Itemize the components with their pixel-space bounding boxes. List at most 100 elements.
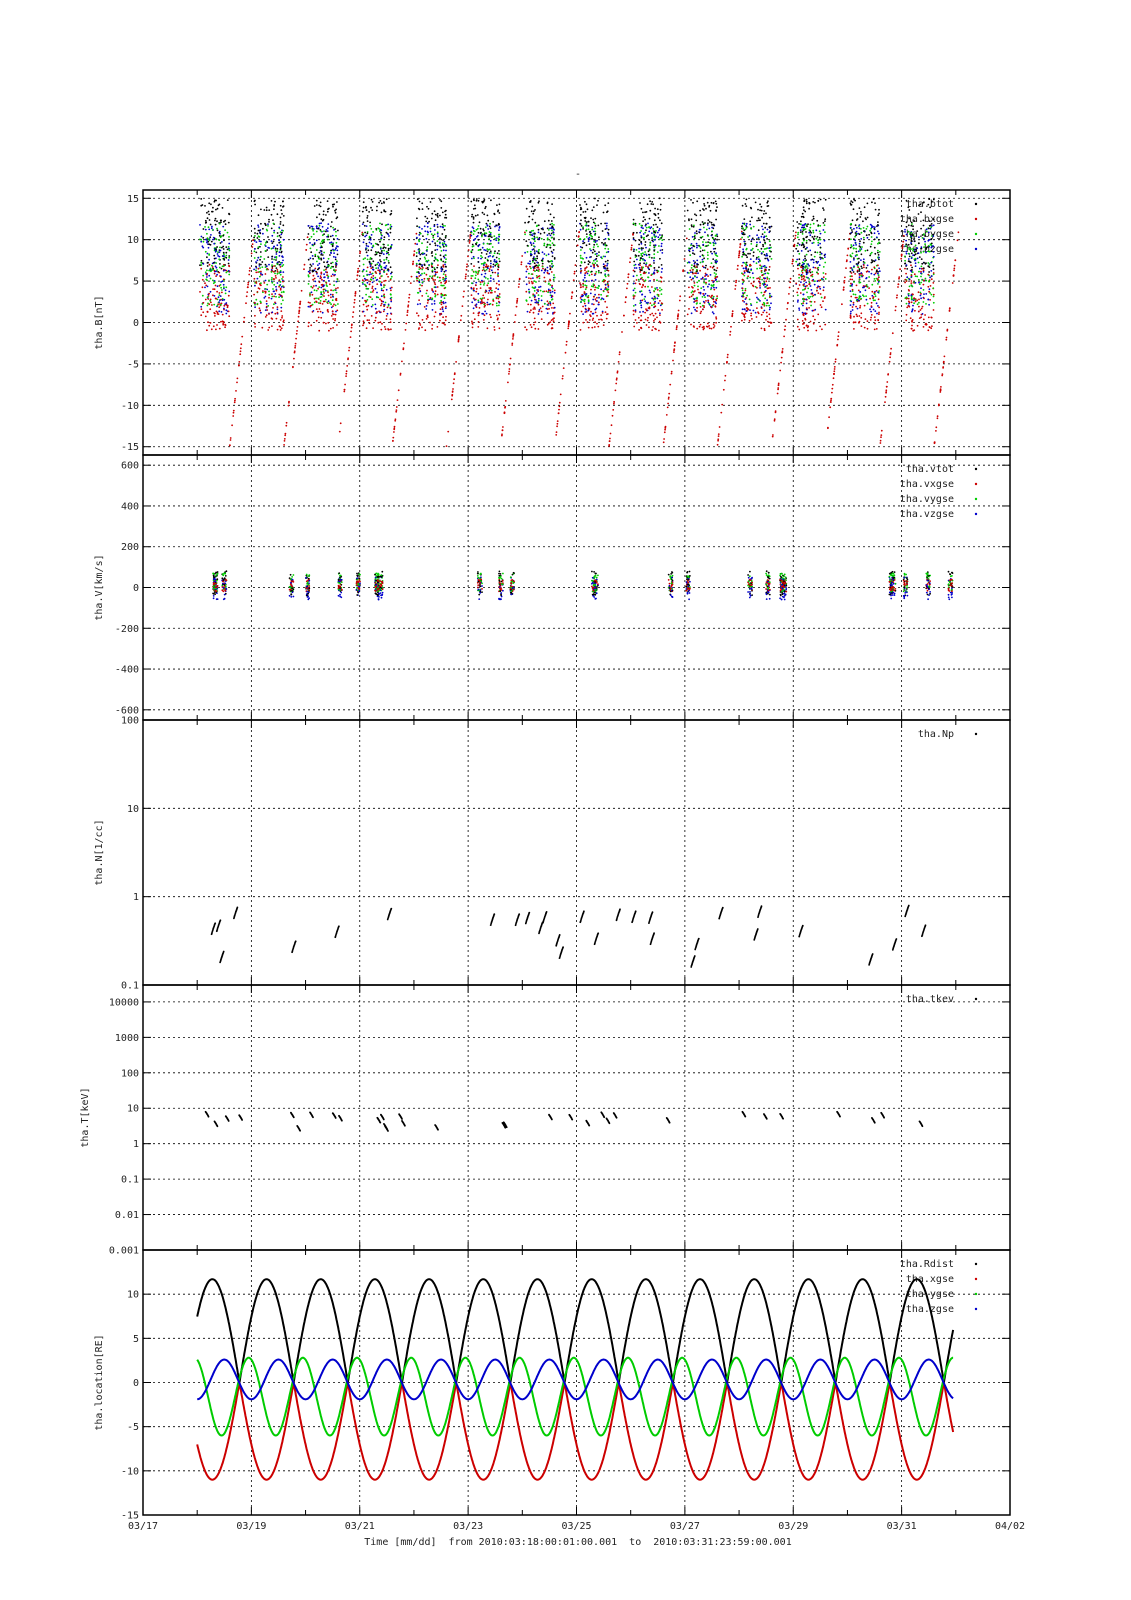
- data-point: [843, 280, 846, 282]
- data-point: [561, 375, 564, 377]
- data-point: [669, 383, 672, 386]
- data-point: [528, 272, 530, 275]
- data-point: [415, 262, 418, 265]
- data-point: [208, 269, 211, 272]
- data-point: [529, 324, 532, 326]
- data-point: [594, 311, 597, 314]
- data-point: [419, 284, 422, 286]
- data-point: [200, 314, 203, 317]
- data-point: [199, 264, 201, 267]
- data-point: [497, 310, 500, 313]
- data-point: [315, 230, 318, 233]
- data-point: [402, 348, 405, 351]
- data-point: [793, 244, 796, 247]
- data-point: [639, 259, 641, 262]
- data-point: [745, 307, 748, 309]
- data-point: [278, 260, 280, 263]
- data-point: [812, 237, 815, 240]
- data-point: [556, 425, 558, 428]
- data-point: [372, 231, 374, 233]
- data-point: [486, 214, 489, 217]
- data-point: [635, 267, 638, 269]
- data-point: [457, 340, 460, 343]
- data-point: [870, 316, 872, 319]
- data-point: [372, 245, 375, 248]
- data-point: [498, 212, 501, 214]
- data-point: [421, 208, 424, 211]
- data-point: [804, 285, 807, 288]
- data-point: [632, 238, 635, 241]
- data-point: [651, 201, 654, 203]
- data-point: [426, 302, 429, 304]
- data-point: [659, 234, 661, 236]
- data-point: [444, 225, 446, 227]
- data-point: [752, 251, 755, 254]
- data-point: [259, 309, 261, 312]
- data-point: [768, 292, 771, 295]
- data-point: [536, 257, 539, 260]
- data-point: [212, 325, 215, 328]
- data-point: [313, 243, 316, 246]
- data-point: [546, 323, 549, 326]
- data-point: [693, 224, 695, 227]
- data-point: [700, 310, 703, 313]
- data-point: [579, 254, 582, 257]
- data-point: [604, 228, 607, 231]
- data-point: [390, 293, 392, 296]
- data-point: [822, 222, 825, 224]
- data-point: [323, 292, 325, 294]
- data-point: [494, 291, 496, 293]
- data-point: [215, 270, 218, 273]
- data-point: [582, 305, 584, 308]
- data-point: [818, 230, 821, 233]
- data-point: [798, 262, 801, 265]
- data-point: [274, 200, 276, 203]
- data-point: [791, 258, 794, 261]
- data-point: [715, 261, 718, 264]
- data-point: [472, 221, 475, 224]
- data-point: [702, 325, 705, 328]
- data-point: [582, 240, 584, 243]
- data-point: [366, 231, 369, 233]
- data-point: [211, 225, 213, 228]
- data-point: [654, 207, 656, 210]
- data-point: [260, 273, 262, 276]
- data-point: [272, 219, 274, 222]
- data-point: [383, 259, 385, 261]
- data-point: [320, 316, 323, 319]
- data-point: [307, 305, 310, 308]
- data-point: [415, 232, 418, 235]
- data-point: [379, 240, 381, 243]
- data-point: [585, 221, 588, 224]
- data-point: [285, 424, 288, 427]
- data-point: [615, 378, 618, 381]
- data-point: [307, 275, 310, 278]
- data-point: [434, 213, 437, 216]
- data-point: [640, 247, 643, 249]
- data-point: [387, 268, 389, 271]
- data-point: [592, 230, 595, 233]
- data-point: [689, 247, 692, 250]
- data-point: [590, 249, 592, 252]
- data-point: [802, 244, 805, 247]
- data-point: [533, 306, 536, 309]
- data-point: [490, 289, 493, 292]
- data-point: [440, 270, 443, 273]
- data-point: [272, 222, 275, 225]
- data-point: [319, 242, 322, 245]
- data-point: [333, 268, 335, 271]
- data-point: [667, 402, 669, 405]
- data-point: [757, 298, 759, 300]
- data-point: [283, 444, 285, 446]
- data-point: [748, 298, 751, 301]
- data-point: [220, 275, 222, 278]
- data-point: [418, 234, 421, 236]
- data-point: [640, 277, 643, 280]
- data-point: [582, 279, 585, 281]
- data-point: [654, 236, 656, 239]
- data-point: [654, 214, 657, 217]
- data-point: [440, 303, 443, 306]
- data-point: [797, 299, 799, 302]
- data-point: [640, 242, 643, 245]
- data-point: [801, 243, 804, 246]
